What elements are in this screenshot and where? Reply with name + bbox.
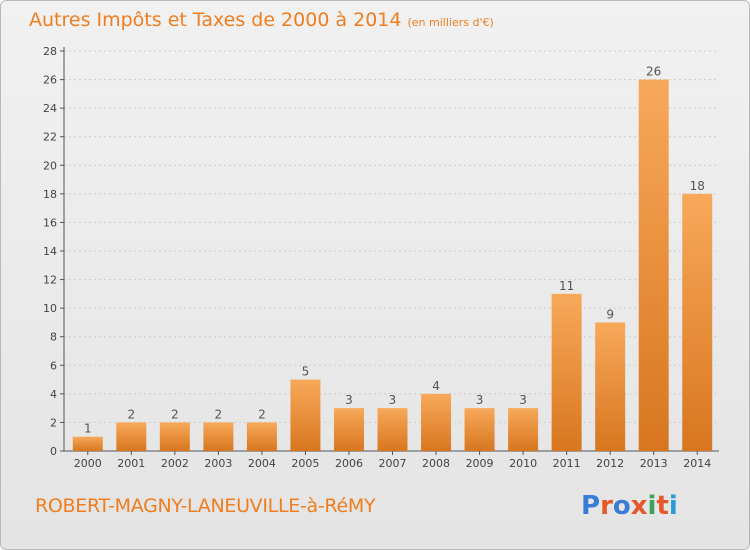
x-tick-label: 2014: [683, 457, 711, 470]
x-tick-label: 2009: [466, 457, 494, 470]
logo-letter: P: [581, 491, 601, 521]
data-label: 5: [302, 365, 310, 379]
y-tick-label: 28: [43, 45, 57, 58]
x-tick-label: 2000: [74, 457, 102, 470]
data-label: 4: [432, 379, 440, 393]
y-tick-label: 18: [43, 188, 57, 201]
y-tick-label: 24: [43, 102, 57, 115]
y-tick-label: 26: [43, 74, 57, 87]
bar: [290, 379, 321, 451]
bar: [551, 293, 582, 451]
bar: [638, 79, 669, 452]
x-tick-label: 2002: [161, 457, 189, 470]
bar: [159, 422, 190, 451]
bar: [246, 422, 277, 451]
data-label: 3: [345, 393, 353, 407]
bar: [377, 408, 408, 451]
data-label: 3: [476, 393, 484, 407]
x-tick-label: 2012: [596, 457, 624, 470]
y-tick-label: 14: [43, 245, 57, 258]
bar: [116, 422, 147, 451]
data-label: 3: [519, 393, 527, 407]
proxiti-logo: Proxiti: [581, 491, 678, 521]
chart-unit: (en milliers d'€): [407, 16, 494, 29]
bar: [72, 436, 103, 451]
data-label: 9: [606, 307, 614, 321]
bars: [72, 79, 713, 452]
commune-name: ROBERT-MAGNY-LANEUVILLE-à-RéMY: [35, 495, 376, 517]
data-label: 11: [559, 279, 574, 293]
data-label: 18: [690, 179, 705, 193]
x-tick-label: 2010: [509, 457, 537, 470]
y-tick-label: 22: [43, 131, 57, 144]
data-label: 2: [127, 407, 135, 421]
data-label: 26: [646, 65, 661, 79]
data-label: 1: [84, 422, 92, 436]
bar: [682, 193, 713, 451]
bar: [203, 422, 234, 451]
y-tick-label: 0: [50, 445, 57, 458]
x-tick-label: 2006: [335, 457, 363, 470]
data-label: 2: [171, 407, 179, 421]
x-tick-label: 2008: [422, 457, 450, 470]
data-label: 3: [389, 393, 397, 407]
bar: [421, 393, 452, 451]
data-label: 2: [215, 407, 223, 421]
logo-letter: o: [612, 491, 631, 521]
x-tick-label: 2001: [117, 457, 145, 470]
x-tick-label: 2003: [204, 457, 232, 470]
bar: [595, 322, 626, 451]
y-tick-label: 12: [43, 274, 57, 287]
labels: 0246810121416182022242628120002200122002…: [43, 45, 711, 470]
chart-title: Autres Impôts et Taxes de 2000 à 2014 (en…: [29, 9, 494, 31]
y-tick-label: 6: [50, 359, 57, 372]
x-tick-label: 2005: [291, 457, 319, 470]
x-tick-label: 2004: [248, 457, 276, 470]
y-tick-label: 2: [50, 416, 57, 429]
bar: [333, 408, 364, 451]
y-tick-label: 8: [50, 331, 57, 344]
data-label: 2: [258, 407, 266, 421]
y-tick-label: 10: [43, 302, 57, 315]
logo-letter: r: [600, 491, 613, 521]
logo-letter: x: [630, 491, 648, 521]
bar: [508, 408, 539, 451]
logo-letter: t: [656, 491, 669, 521]
chart-title-text: Autres Impôts et Taxes de 2000 à 2014: [29, 9, 402, 31]
y-tick-label: 4: [50, 388, 57, 401]
y-tick-label: 16: [43, 216, 57, 229]
bar: [464, 408, 495, 451]
x-tick-label: 2011: [553, 457, 581, 470]
logo-letter: i: [647, 491, 657, 521]
logo-letter: i: [668, 491, 678, 521]
x-tick-label: 2013: [640, 457, 668, 470]
y-tick-label: 20: [43, 159, 57, 172]
x-tick-label: 2007: [379, 457, 407, 470]
